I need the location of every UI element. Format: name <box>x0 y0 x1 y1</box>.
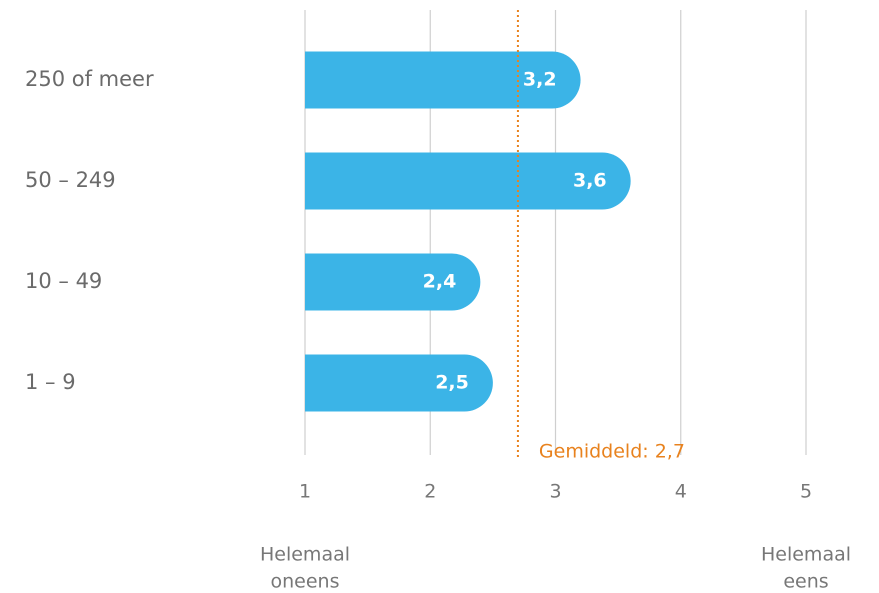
category-label: 250 of meer <box>25 67 154 91</box>
average-label: Gemiddeld: 2,7 <box>539 441 685 463</box>
category-label: 1 – 9 <box>25 370 76 394</box>
bar <box>305 51 581 109</box>
category-label: 50 – 249 <box>25 168 116 192</box>
x-axis-label: Helemaal <box>260 544 350 566</box>
x-tick-label: 3 <box>549 481 561 503</box>
x-axis-label: eens <box>783 571 828 593</box>
value-label: 2,4 <box>423 271 457 293</box>
bar <box>305 253 481 311</box>
x-axis-label: Helemaal <box>761 544 851 566</box>
category-label: 10 – 49 <box>25 269 102 293</box>
x-axis-label: oneens <box>271 571 340 593</box>
value-label: 3,6 <box>573 170 607 192</box>
x-tick-label: 4 <box>675 481 687 503</box>
x-tick-label: 1 <box>299 481 311 503</box>
bar <box>305 354 493 412</box>
x-tick-label: 2 <box>424 481 436 503</box>
bar <box>305 152 631 210</box>
x-tick-label: 5 <box>800 481 812 503</box>
value-label: 2,5 <box>435 372 469 394</box>
value-label: 3,2 <box>523 69 557 91</box>
